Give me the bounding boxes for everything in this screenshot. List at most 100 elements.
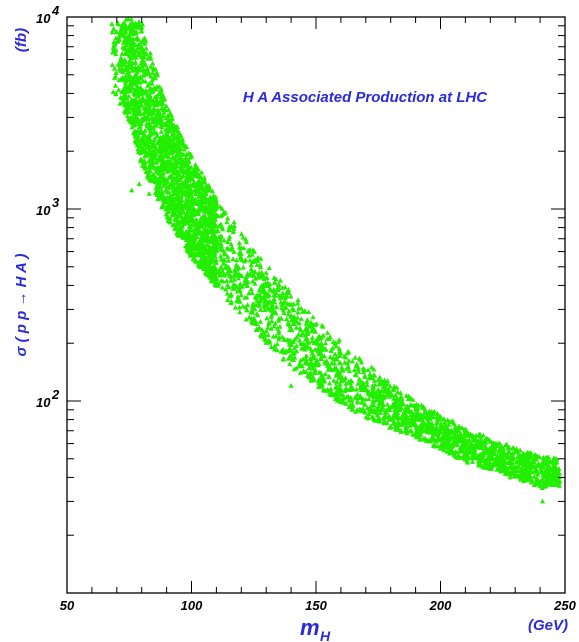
data-point-3904 bbox=[142, 36, 148, 42]
data-point-3808 bbox=[349, 402, 355, 408]
data-point-3918 bbox=[129, 49, 135, 55]
data-point-4015 bbox=[214, 213, 221, 218]
data-point-3857 bbox=[541, 471, 547, 477]
data-point-2842 bbox=[175, 191, 181, 197]
data-point-3052 bbox=[413, 406, 419, 412]
data-point-3658 bbox=[201, 218, 207, 224]
data-point-4038 bbox=[135, 108, 141, 114]
data-point-3765 bbox=[137, 123, 143, 129]
data-point-4006 bbox=[120, 20, 126, 26]
data-point-1073 bbox=[272, 292, 278, 298]
data-point-2779 bbox=[204, 187, 210, 192]
data-point-3320 bbox=[374, 412, 381, 418]
data-point-2983 bbox=[139, 63, 145, 69]
data-point-2309 bbox=[258, 274, 264, 280]
data-point-3908 bbox=[169, 122, 176, 127]
data-point-397 bbox=[337, 381, 343, 387]
data-point-4122 bbox=[187, 252, 194, 258]
data-point-3789 bbox=[439, 426, 445, 431]
data-point-4175 bbox=[460, 440, 466, 446]
data-point-2095 bbox=[450, 440, 456, 446]
data-point-3015 bbox=[391, 420, 397, 426]
data-point-2382 bbox=[332, 351, 338, 357]
data-point-3595 bbox=[129, 124, 135, 130]
data-point-4091 bbox=[138, 98, 144, 104]
data-point-3778 bbox=[254, 262, 260, 267]
data-point-4063 bbox=[210, 227, 216, 233]
data-point-3890 bbox=[176, 188, 182, 194]
data-point-3733 bbox=[544, 473, 550, 478]
data-point-3827 bbox=[291, 316, 297, 322]
data-point-3636 bbox=[159, 97, 165, 103]
data-point-3678 bbox=[306, 365, 312, 371]
data-point-2497 bbox=[167, 175, 173, 180]
data-point-3843 bbox=[381, 419, 387, 425]
data-point-3518 bbox=[346, 357, 352, 363]
data-point-2647 bbox=[336, 360, 343, 365]
data-point-1481 bbox=[243, 316, 249, 322]
data-point-4148 bbox=[172, 175, 178, 181]
data-point-3635 bbox=[191, 246, 197, 252]
data-point-2829 bbox=[232, 276, 238, 282]
data-point-3571 bbox=[148, 85, 154, 91]
data-point-2200 bbox=[286, 308, 292, 313]
data-point-3340 bbox=[196, 193, 202, 199]
data-point-3240 bbox=[141, 110, 147, 116]
data-point-3725 bbox=[442, 419, 448, 425]
data-point-3324 bbox=[509, 461, 515, 466]
data-point-2210 bbox=[282, 295, 288, 301]
data-point-4067 bbox=[550, 475, 557, 481]
data-point-3441 bbox=[180, 167, 186, 172]
data-point-3894 bbox=[307, 361, 313, 367]
data-point-3547 bbox=[483, 439, 489, 445]
data-point-3376 bbox=[158, 94, 164, 99]
x-tick-label-1: 100 bbox=[181, 598, 203, 613]
data-point-3581 bbox=[129, 68, 135, 73]
data-point-4153 bbox=[150, 149, 156, 155]
data-point-1693 bbox=[262, 307, 268, 313]
data-point-1282 bbox=[420, 418, 426, 424]
data-point-4005 bbox=[287, 346, 293, 351]
data-point-3083 bbox=[256, 303, 263, 308]
data-point-3851 bbox=[118, 26, 124, 32]
data-point-3480 bbox=[273, 304, 280, 309]
data-point-12 bbox=[224, 290, 230, 296]
data-point-3945 bbox=[136, 75, 142, 81]
data-point-2694 bbox=[554, 476, 560, 481]
data-point-3753 bbox=[496, 459, 502, 465]
data-point-3803 bbox=[291, 338, 297, 344]
data-point-2282 bbox=[549, 459, 555, 465]
data-point-3978 bbox=[150, 125, 157, 131]
data-point-3631 bbox=[165, 201, 172, 207]
data-point-3652 bbox=[146, 120, 152, 126]
data-point-2963 bbox=[144, 65, 150, 71]
data-point-1854 bbox=[371, 416, 377, 422]
data-point-814 bbox=[112, 82, 119, 88]
data-point-3495 bbox=[454, 437, 460, 443]
data-point-1428 bbox=[356, 368, 362, 374]
data-point-3623 bbox=[467, 448, 474, 453]
data-point-3411 bbox=[198, 230, 204, 236]
data-point-2874 bbox=[151, 129, 157, 135]
data-point-3927 bbox=[170, 222, 176, 228]
data-point-3874 bbox=[152, 136, 158, 141]
data-point-1717 bbox=[448, 427, 454, 433]
data-point-3352 bbox=[257, 319, 264, 324]
data-point-3069 bbox=[374, 406, 380, 412]
data-point-240 bbox=[295, 300, 301, 306]
data-point-3367 bbox=[505, 449, 511, 455]
data-point-3370 bbox=[272, 346, 278, 352]
data-point-2810 bbox=[227, 268, 233, 274]
data-point-1210 bbox=[123, 29, 129, 34]
data-point-3828 bbox=[265, 279, 271, 285]
data-point-2973 bbox=[231, 273, 237, 278]
data-point-1771 bbox=[249, 251, 255, 257]
data-point-3990 bbox=[185, 208, 191, 214]
y-tick-label-1: 10 bbox=[36, 203, 51, 218]
data-point-3917 bbox=[280, 346, 286, 352]
data-point-2959 bbox=[250, 301, 256, 306]
data-point-3924 bbox=[515, 463, 521, 469]
data-point-3989 bbox=[259, 269, 265, 275]
data-point-4195 bbox=[136, 119, 142, 125]
data-point-3804 bbox=[503, 455, 509, 460]
